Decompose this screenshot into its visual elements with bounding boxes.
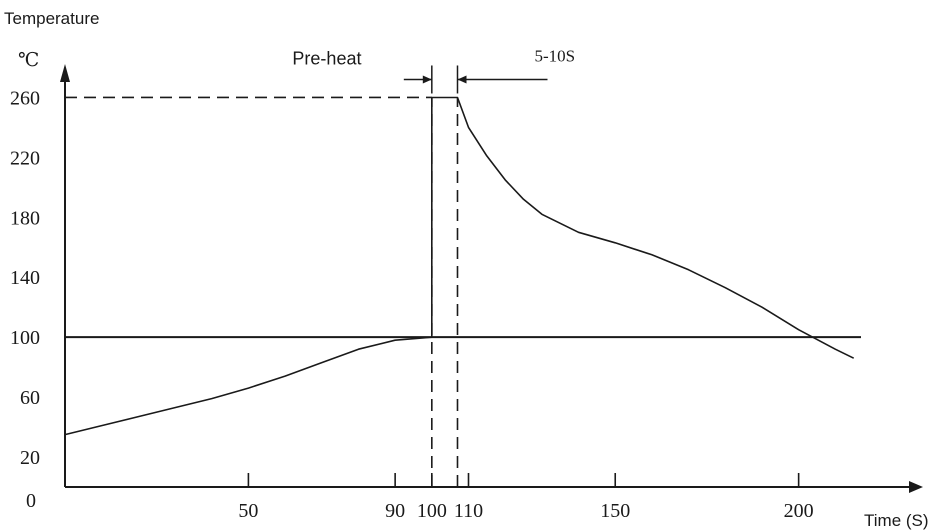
dimension-arrow-right xyxy=(457,75,467,84)
axes-layer xyxy=(60,64,923,493)
y-tick-label-220: 220 xyxy=(10,147,40,169)
y-tick-label-260: 260 xyxy=(10,87,40,109)
y-axis-title: Temperature xyxy=(4,9,99,28)
x-tick-label-100: 100 xyxy=(417,500,447,522)
x-tick-label-50: 50 xyxy=(238,500,258,522)
annotations-layer: Pre-heat 5-10S xyxy=(292,46,576,94)
x-tick-label-90: 90 xyxy=(385,500,405,522)
y-tick-label-100: 100 xyxy=(10,327,40,349)
annotation-duration: 5-10S xyxy=(535,46,576,65)
x-origin-label: 0 xyxy=(26,490,36,512)
dimension-arrow-left xyxy=(422,75,432,84)
x-tick-label-110: 110 xyxy=(454,500,483,522)
y-tick-label-60: 60 xyxy=(20,387,40,409)
y-tick-label-180: 180 xyxy=(10,207,40,229)
reference-lines-layer xyxy=(65,96,861,487)
y-axis-arrow xyxy=(60,64,70,82)
duration-dimension-marker xyxy=(403,65,548,94)
y-tick-label-140: 140 xyxy=(10,267,40,289)
y-tick-label-20: 20 xyxy=(20,447,40,469)
series-layer xyxy=(64,96,855,436)
annotation-preheat: Pre-heat xyxy=(292,48,361,68)
ticks-layer: 50 90 100 110 150 200 20 60 100 140 180 220 260 xyxy=(10,87,814,522)
x-tick-label-150: 150 xyxy=(600,500,630,522)
x-axis-title: Time (S) xyxy=(864,511,929,530)
series-line-0 xyxy=(64,96,855,436)
y-axis-unit: ℃ xyxy=(18,50,39,71)
x-axis-arrow xyxy=(909,481,923,493)
x-tick-label-200: 200 xyxy=(784,500,814,522)
